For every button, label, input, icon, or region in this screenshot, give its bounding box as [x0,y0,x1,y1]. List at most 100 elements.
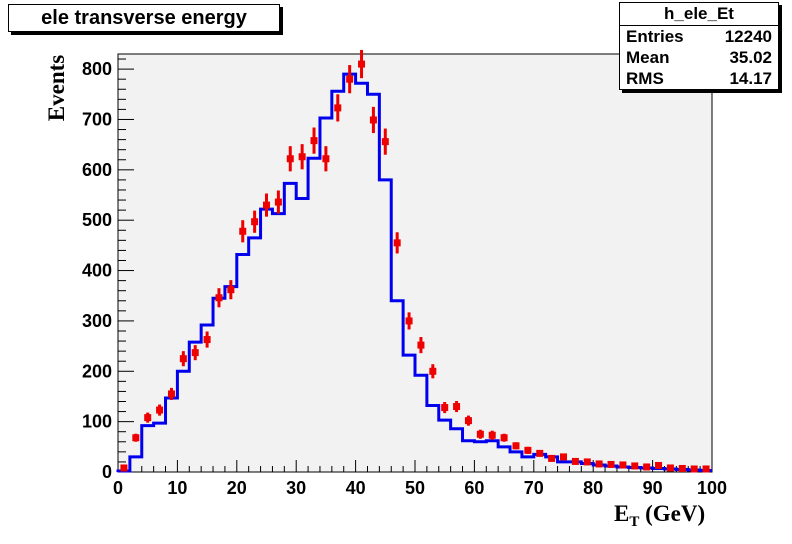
data-marker [286,155,294,163]
data-point [702,465,710,473]
stats-label: RMS [626,69,664,88]
data-point [405,312,413,330]
y-tick-label: 500 [82,210,112,230]
data-marker [405,317,413,325]
data-marker [488,431,496,439]
data-marker [274,198,282,206]
data-marker [571,457,579,465]
data-marker [381,138,389,146]
y-tick-label: 0 [102,462,112,482]
x-tick-label: 60 [464,478,484,498]
data-point [476,429,484,439]
data-marker [132,434,140,442]
data-marker [512,442,520,450]
data-marker [583,458,591,466]
data-point [643,463,651,471]
axes: 0 10 20 30 40 50 60 70 80 90 100 0 100 200 300 400 500 60… [82,58,727,498]
plot-frame [117,53,713,473]
data-marker [417,341,425,349]
stats-value: 35.02 [729,48,772,67]
data-marker [167,390,175,398]
data-point [263,193,270,217]
data-marker [334,104,342,112]
x-tick-label: 70 [524,478,544,498]
data-marker [310,137,318,145]
data-point [274,190,282,214]
data-marker [322,155,330,163]
data-point [310,127,318,154]
data-marker [607,460,615,468]
data-point [631,462,639,470]
data-point [334,94,342,122]
x-axis-title-main: E [614,501,629,526]
data-marker [678,464,686,472]
x-tick-label: 90 [643,478,663,498]
y-tick-label: 300 [82,311,112,331]
data-point [488,430,496,440]
y-tick-label: 200 [82,361,112,381]
data-point [167,387,175,400]
data-marker [369,116,377,124]
data-point [144,412,152,423]
data-marker [476,430,484,438]
stats-label: Entries [626,27,684,46]
data-marker [346,75,354,83]
data-marker [120,464,128,472]
data-marker [251,218,259,226]
stats-value: 14.17 [729,69,772,88]
data-marker [560,453,567,461]
data-marker [548,454,556,462]
x-tick-label: 20 [227,478,247,498]
data-point [571,457,579,465]
data-marker [464,417,472,425]
chart-title-text: ele transverse energy [41,6,247,29]
data-point [453,400,461,413]
data-marker [643,463,651,471]
data-point [655,461,663,469]
x-axis-title-unit: (GeV) [639,501,705,526]
data-point [215,288,223,308]
x-tick-label: 40 [346,478,366,498]
stats-row-mean: Mean 35.02 [620,47,778,68]
data-point [156,404,164,416]
data-marker [595,460,603,468]
y-tick-label: 600 [82,160,112,180]
chart-title: ele transverse energy [8,4,280,32]
data-marker [215,294,223,302]
data-point [524,446,532,454]
data-point [464,415,472,426]
data-point [441,401,449,414]
data-marker [524,446,532,454]
data-point [239,220,247,243]
data-point [286,146,294,172]
data-point [678,464,686,472]
data-point [369,106,377,134]
data-point [619,461,627,469]
x-tick-label: 30 [286,478,306,498]
data-marker [655,461,663,469]
stats-row-entries: Entries 12240 [620,26,778,47]
x-tick-label: 0 [113,478,123,498]
data-marker [191,349,199,357]
data-point [298,144,306,170]
y-axis-title: Events [44,55,69,122]
data-point [607,460,615,468]
y-tick-label: 700 [82,109,112,129]
x-tick-label: 50 [405,478,425,498]
data-marker [429,367,437,375]
stats-histogram-name: h_ele_Et [620,3,778,26]
y-tick-label: 100 [82,412,112,432]
data-marker [144,414,152,422]
stats-box: h_ele_Et Entries 12240 Mean 35.02 RMS 14… [619,2,779,90]
data-point [690,465,698,473]
data-point [429,364,437,379]
data-marker [631,462,639,470]
data-point [583,458,591,466]
data-point [595,460,603,468]
data-marker [441,404,449,412]
data-marker [690,465,698,473]
stats-value: 12240 [724,27,772,46]
data-point [120,464,128,472]
data-points-series [120,49,710,473]
